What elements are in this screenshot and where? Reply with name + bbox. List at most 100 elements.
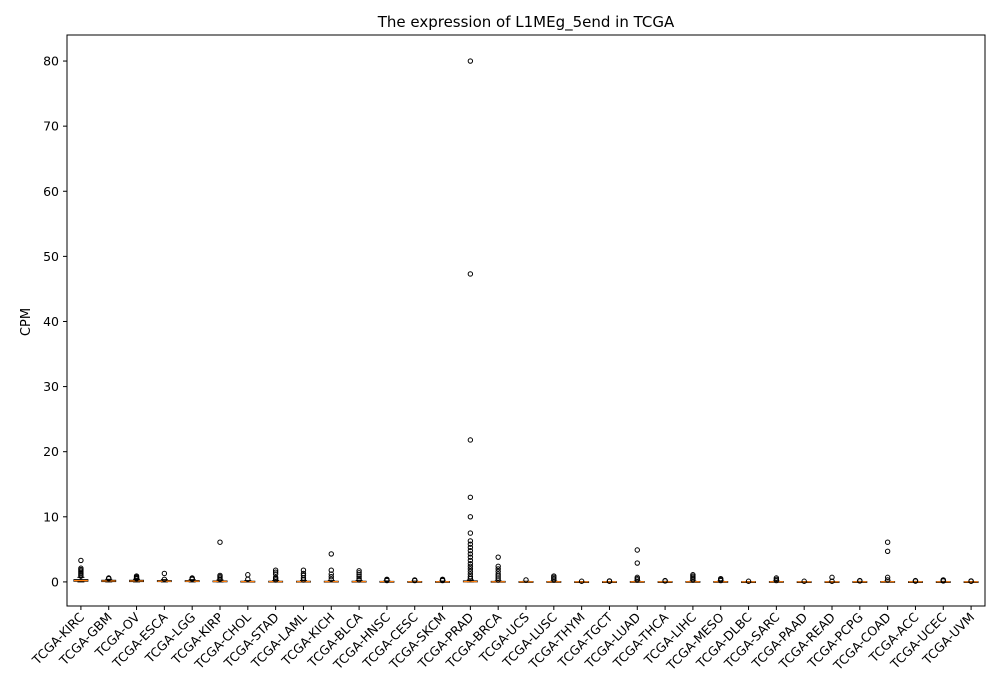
outlier-point	[634, 574, 640, 581]
y-tick-label: 0	[51, 574, 59, 589]
box-tcga-lgg	[184, 575, 200, 583]
outlier-point	[495, 571, 501, 577]
outlier-point	[551, 573, 557, 579]
outlier-point	[857, 577, 863, 584]
box-tcga-ucs	[518, 577, 534, 583]
outlier-point	[606, 578, 613, 584]
box-tcga-brca	[490, 554, 506, 583]
box-tcga-kirc	[73, 557, 89, 583]
outlier-point	[578, 578, 585, 584]
outlier-point	[495, 568, 501, 575]
outlier-point	[412, 577, 418, 583]
outlier-point	[356, 570, 362, 576]
outlier-point	[78, 557, 84, 564]
outlier-point	[467, 530, 474, 536]
box-tcga-thym	[574, 578, 590, 584]
outlier-point	[495, 554, 501, 560]
outlier-point	[467, 547, 474, 554]
outlier-point	[78, 565, 84, 571]
outlier-point	[884, 577, 891, 583]
plot-area: 01020304050607080TCGA-KIRCTCGA-GBMTCGA-O…	[28, 54, 979, 674]
outlier-point	[356, 568, 362, 574]
outlier-point	[272, 574, 279, 581]
outlier-point	[245, 572, 251, 578]
outlier-point	[161, 576, 168, 583]
outlier-point	[467, 538, 474, 544]
box-tcga-lusc	[546, 573, 562, 583]
box-tcga-skcm	[435, 576, 451, 584]
outlier-point	[467, 514, 474, 520]
outlier-point	[467, 541, 474, 547]
outlier-point	[467, 557, 474, 564]
outlier-point	[773, 575, 780, 581]
outlier-point	[467, 560, 474, 567]
box-tcga-esca	[156, 570, 172, 583]
outlier-point	[328, 567, 334, 573]
outlier-point	[467, 563, 474, 569]
outlier-point	[300, 570, 307, 577]
outlier-point	[467, 554, 474, 560]
outlier-point	[467, 437, 474, 443]
outlier-point	[523, 577, 529, 583]
outlier-point	[467, 568, 474, 575]
box-tcga-read	[824, 574, 840, 584]
outlier-point	[328, 551, 334, 557]
y-tick-label: 40	[43, 314, 59, 329]
box-tcga-thca	[657, 577, 673, 584]
box-tcga-acc	[908, 577, 923, 584]
outlier-point	[467, 571, 474, 577]
y-tick-label: 70	[43, 119, 59, 134]
y-tick-label: 80	[43, 54, 59, 69]
box-tcga-kirp	[212, 539, 228, 583]
outlier-point	[384, 576, 390, 583]
box-tcga-paad	[796, 578, 812, 584]
box-tcga-hnsc	[379, 576, 395, 584]
outlier-point	[133, 573, 140, 579]
box-tcga-prad	[462, 58, 478, 583]
outlier-point	[912, 577, 919, 584]
outlier-point	[300, 567, 307, 573]
box-tcga-stad	[268, 567, 284, 583]
y-tick-label: 60	[43, 184, 59, 199]
box-tcga-chol	[240, 572, 256, 583]
chart-title: The expression of L1MEg_5end in TCGA	[377, 13, 675, 32]
outlier-point	[300, 572, 307, 579]
outlier-point	[662, 577, 668, 584]
outlier-point	[634, 560, 640, 566]
outlier-point	[884, 574, 891, 581]
y-tick-label: 30	[43, 379, 59, 394]
outlier-point	[829, 574, 835, 581]
outlier-point	[745, 578, 752, 584]
outlier-point	[467, 574, 474, 580]
outlier-point	[718, 575, 724, 582]
box-tcga-laml	[296, 567, 311, 583]
box-tcga-coad	[880, 539, 896, 583]
y-tick-label: 10	[43, 509, 59, 524]
outlier-point	[439, 576, 446, 583]
box-tcga-meso	[713, 575, 729, 584]
outlier-point	[467, 566, 474, 572]
plot-frame	[66, 34, 986, 607]
outlier-point	[217, 572, 223, 579]
outlier-point	[495, 566, 501, 572]
box-tcga-dlbc	[741, 578, 756, 584]
outlier-point	[272, 567, 279, 573]
box-tcga-ov	[129, 573, 145, 583]
outlier-point	[467, 271, 474, 277]
outlier-point	[690, 572, 696, 578]
outlier-point	[106, 575, 112, 581]
box-tcga-blca	[351, 568, 367, 583]
outlier-point	[968, 578, 974, 584]
outlier-point	[467, 551, 474, 557]
outlier-point	[801, 578, 807, 584]
box-tcga-pcpg	[852, 577, 868, 584]
outlier-point	[328, 574, 334, 580]
box-tcga-ucec	[935, 577, 951, 584]
outlier-point	[217, 539, 223, 545]
outlier-point	[161, 570, 168, 577]
outlier-point	[884, 539, 891, 545]
outlier-point	[884, 548, 891, 555]
outlier-point	[467, 58, 474, 64]
box-tcga-sarc	[768, 575, 784, 584]
